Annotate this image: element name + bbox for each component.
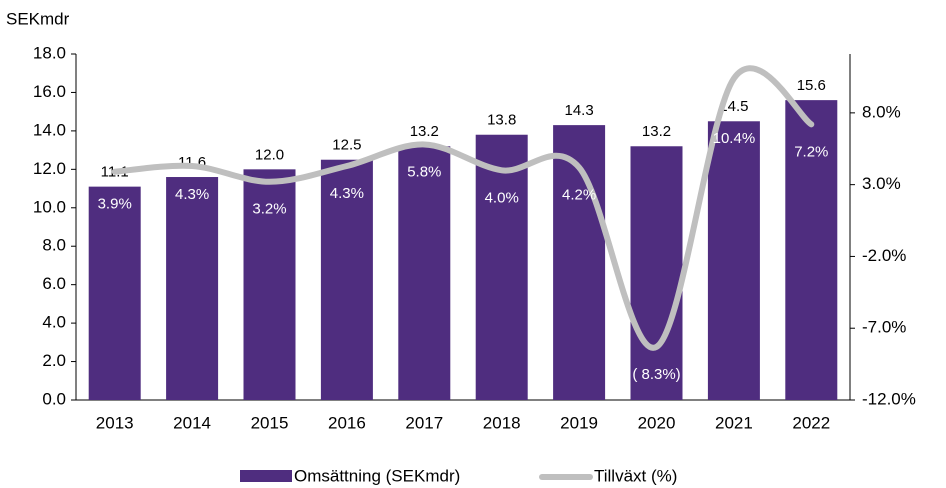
- growth-line: [111, 65, 815, 351]
- bar: [785, 100, 838, 400]
- y2-tick-label: 3.0%: [862, 174, 901, 193]
- bar-value-label: 13.8: [487, 112, 516, 129]
- bar: [166, 177, 219, 400]
- y-tick-label: 4.0: [42, 313, 66, 332]
- bar: [398, 146, 451, 400]
- x-tick-label: 2015: [251, 413, 289, 432]
- legend-swatch: [240, 470, 292, 482]
- line-value-label: 4.3%: [330, 185, 364, 202]
- x-tick-label: 2013: [96, 413, 134, 432]
- legend-label: Tillväxt (%): [594, 466, 677, 485]
- y-tick-label: 18.0: [33, 43, 66, 62]
- line-value-label: 5.8%: [407, 163, 441, 180]
- bar: [475, 134, 528, 400]
- x-tick-label: 2022: [792, 413, 830, 432]
- y-tick-label: 14.0: [33, 120, 66, 139]
- y2-tick-label: -7.0%: [862, 318, 906, 337]
- bar-value-label: 12.0: [255, 146, 284, 163]
- bar-value-label: 14.3: [564, 102, 593, 119]
- line-value-label: 4.0%: [485, 189, 519, 206]
- bar: [88, 186, 141, 400]
- y-tick-label: 16.0: [33, 82, 66, 101]
- bar-value-label: 14.5: [719, 98, 748, 115]
- bar-value-label: 13.2: [410, 123, 439, 140]
- bar: [243, 169, 296, 400]
- line-value-label: ( 8.3%): [632, 366, 680, 383]
- y2-tick-label: -2.0%: [862, 246, 906, 265]
- x-tick-label: 2018: [483, 413, 521, 432]
- line-value-label: 3.9%: [98, 196, 132, 213]
- line-value-label: 3.2%: [252, 201, 286, 218]
- x-tick-label: 2014: [173, 413, 211, 432]
- line-value-label: 10.4%: [713, 130, 756, 147]
- line-value-label: 4.2%: [562, 186, 596, 203]
- line-value-label: 7.2%: [794, 143, 828, 160]
- x-tick-label: 2016: [328, 413, 366, 432]
- y-tick-label: 0.0: [42, 389, 66, 408]
- bar-value-label: 12.5: [332, 137, 361, 154]
- y-tick-label: 12.0: [33, 159, 66, 178]
- x-tick-label: 2017: [405, 413, 443, 432]
- legend-label: Omsättning (SEKmdr): [294, 466, 460, 485]
- x-tick-label: 2019: [560, 413, 598, 432]
- bar: [630, 146, 683, 400]
- y-tick-label: 2.0: [42, 351, 66, 370]
- x-tick-label: 2020: [638, 413, 676, 432]
- y-tick-label: 6.0: [42, 274, 66, 293]
- x-tick-label: 2021: [715, 413, 753, 432]
- y-tick-label: 8.0: [42, 236, 66, 255]
- y2-tick-label: 8.0%: [862, 102, 901, 121]
- bar: [707, 121, 760, 401]
- y-tick-label: 10.0: [33, 197, 66, 216]
- bar-value-label: 13.2: [642, 123, 671, 140]
- y-axis-label: SEKmdr: [6, 9, 70, 28]
- y2-tick-label: -12.0%: [862, 389, 916, 408]
- bar: [320, 159, 373, 400]
- bar-value-label: 15.6: [797, 77, 826, 94]
- line-value-label: 4.3%: [175, 186, 209, 203]
